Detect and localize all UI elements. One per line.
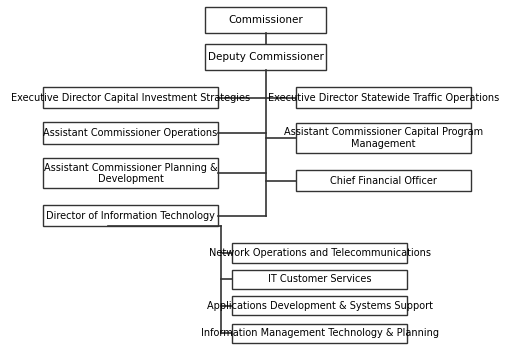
Text: Assistant Commissioner Capital Program
Management: Assistant Commissioner Capital Program M… — [284, 127, 483, 149]
FancyBboxPatch shape — [205, 44, 327, 70]
Text: Commissioner: Commissioner — [228, 15, 303, 25]
Text: Network Operations and Telecommunications: Network Operations and Telecommunication… — [209, 248, 431, 258]
Text: Deputy Commissioner: Deputy Commissioner — [208, 52, 324, 62]
FancyBboxPatch shape — [232, 296, 407, 315]
FancyBboxPatch shape — [232, 269, 407, 289]
FancyBboxPatch shape — [232, 243, 407, 263]
Text: Assistant Commissioner Planning &
Development: Assistant Commissioner Planning & Develo… — [44, 163, 217, 184]
FancyBboxPatch shape — [296, 170, 471, 191]
FancyBboxPatch shape — [43, 159, 218, 188]
Text: IT Customer Services: IT Customer Services — [268, 274, 372, 284]
Text: Information Management Technology & Planning: Information Management Technology & Plan… — [201, 328, 439, 338]
FancyBboxPatch shape — [43, 205, 218, 226]
Text: Applications Development & Systems Support: Applications Development & Systems Suppo… — [207, 301, 433, 311]
Text: Executive Director Capital Investment Strategies: Executive Director Capital Investment St… — [11, 93, 250, 103]
FancyBboxPatch shape — [43, 87, 218, 108]
Text: Director of Information Technology: Director of Information Technology — [46, 211, 215, 221]
Text: Executive Director Statewide Traffic Operations: Executive Director Statewide Traffic Ope… — [268, 93, 499, 103]
FancyBboxPatch shape — [205, 7, 327, 33]
Text: Chief Financial Officer: Chief Financial Officer — [330, 176, 437, 185]
Text: Assistant Commissioner Operations: Assistant Commissioner Operations — [44, 128, 218, 138]
FancyBboxPatch shape — [43, 122, 218, 143]
FancyBboxPatch shape — [232, 324, 407, 343]
FancyBboxPatch shape — [296, 123, 471, 153]
FancyBboxPatch shape — [296, 87, 471, 108]
